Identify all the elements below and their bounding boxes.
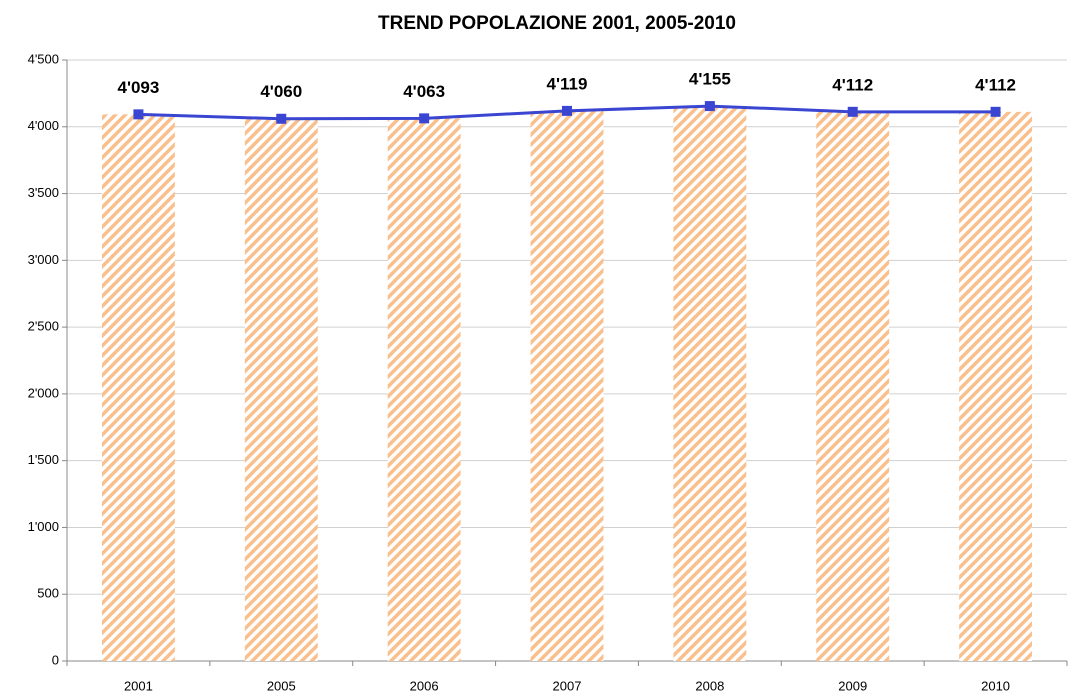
y-tick-label: 1'500 [28, 452, 59, 467]
marker [990, 106, 1001, 117]
y-tick-label: 3'000 [28, 252, 59, 267]
chart-title: TREND POPOLAZIONE 2001, 2005-2010 [378, 13, 736, 34]
bar [816, 111, 890, 661]
data-label: 4'063 [403, 82, 445, 101]
y-tick-label: 500 [37, 586, 59, 601]
x-tick-label: 2007 [553, 678, 582, 693]
y-tick-label: 1'000 [28, 519, 59, 534]
marker [704, 101, 715, 112]
x-tick-label: 2010 [981, 678, 1010, 693]
x-tick-label: 2006 [410, 678, 439, 693]
bar [244, 118, 318, 661]
data-label: 4'119 [547, 74, 588, 93]
data-label: 4'060 [260, 82, 302, 101]
y-tick-label: 3'500 [28, 185, 59, 200]
y-tick-label: 4'000 [28, 118, 59, 133]
marker [847, 106, 858, 117]
data-label: 4'112 [832, 75, 873, 94]
marker [562, 105, 572, 116]
y-tick-label: 2'000 [28, 385, 59, 400]
bar [530, 110, 604, 662]
data-label: 4'155 [689, 70, 731, 89]
bar [959, 111, 1032, 661]
bar [387, 118, 461, 662]
bar [102, 114, 175, 661]
x-tick-label: 2005 [267, 678, 296, 693]
bar [673, 106, 747, 662]
marker [419, 113, 430, 124]
x-tick-label: 2009 [838, 678, 867, 693]
y-tick-label: 0 [52, 652, 59, 667]
marker [276, 113, 287, 124]
x-tick-label: 2001 [124, 678, 153, 693]
y-tick-label: 2'500 [28, 319, 59, 334]
y-tick-label: 4'500 [28, 51, 59, 66]
marker [133, 109, 144, 120]
data-label: 4'093 [117, 78, 159, 97]
data-label: 4'112 [975, 75, 1016, 94]
x-tick-label: 2008 [695, 678, 724, 693]
